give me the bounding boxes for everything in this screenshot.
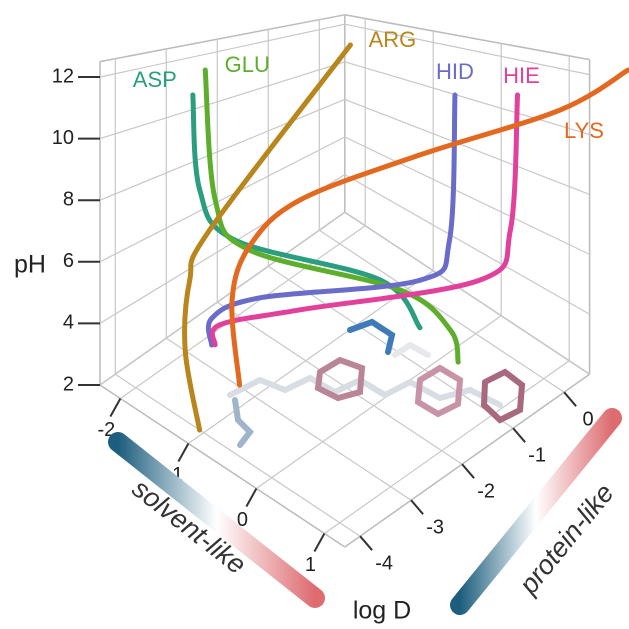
vertex — [417, 153, 422, 158]
gradient-bar — [118, 442, 315, 598]
z-tick-label: 6 — [63, 250, 74, 272]
vertex — [298, 307, 303, 312]
series-label: HIE — [503, 63, 540, 88]
z-tick-label: 8 — [63, 188, 74, 210]
tick-mark — [360, 536, 372, 550]
grid-line — [120, 226, 365, 399]
z-tick-label: 2 — [63, 373, 74, 395]
x-tick-label: 1 — [305, 554, 316, 576]
vertex — [230, 297, 235, 302]
tick-mark — [564, 392, 576, 406]
vertex — [190, 93, 195, 98]
series-label: ASP — [133, 67, 177, 92]
y-tick-label: -3 — [426, 516, 444, 538]
vertex — [197, 188, 202, 193]
series-line — [185, 45, 351, 430]
vertex — [298, 198, 303, 203]
vertex — [448, 328, 453, 333]
vertex — [447, 238, 452, 243]
vertex — [453, 93, 458, 98]
vertex — [210, 316, 215, 321]
vertex — [258, 295, 263, 300]
tick-mark — [178, 444, 188, 462]
vertex — [207, 228, 212, 233]
tick-mark — [246, 489, 256, 507]
annotation: protein-like — [513, 478, 620, 600]
series-label: GLU — [225, 52, 270, 77]
box-edge — [100, 15, 345, 62]
tick-mark — [110, 399, 120, 417]
vertex — [183, 348, 188, 353]
series-label: LYS — [564, 118, 604, 143]
y-tick-label: -1 — [528, 444, 546, 466]
y-tick-label: -4 — [375, 552, 393, 574]
vertex — [418, 325, 423, 330]
vertex — [418, 278, 423, 283]
z-tick-label: 10 — [52, 127, 74, 149]
series-label: ARG — [369, 27, 417, 52]
z-tick-label: 12 — [52, 65, 74, 87]
vertex — [213, 198, 218, 203]
vertex — [203, 68, 208, 73]
vertex — [508, 228, 513, 233]
grid-line — [166, 338, 411, 500]
vertex — [478, 278, 483, 283]
grid-line — [100, 99, 345, 200]
tick-mark — [314, 534, 324, 552]
series-label: HID — [436, 59, 474, 84]
z-tick-label: 4 — [63, 312, 74, 334]
tick-mark — [411, 500, 423, 514]
tick-mark — [462, 464, 474, 478]
x-axis-label: log D — [353, 597, 411, 625]
y-tick-label: -2 — [477, 480, 495, 502]
tick-mark — [513, 428, 525, 442]
vertex — [213, 342, 218, 347]
vertex — [237, 383, 242, 388]
grid-line — [100, 137, 345, 262]
molecule — [230, 322, 522, 445]
vertex — [217, 322, 222, 327]
vertex — [197, 428, 202, 433]
solvent-scale: solvent-like — [118, 442, 315, 598]
vertex — [348, 43, 353, 48]
vertex — [187, 278, 192, 283]
vertex — [248, 243, 253, 248]
z-axis-label: pH — [14, 251, 46, 279]
vertex — [558, 108, 563, 113]
vertex — [456, 360, 461, 365]
chart: 24681012-2-1010-1-2-3-4 ASPGLUARGHIDHIEL… — [0, 0, 629, 629]
vertex — [398, 288, 403, 293]
vertex — [515, 93, 520, 98]
